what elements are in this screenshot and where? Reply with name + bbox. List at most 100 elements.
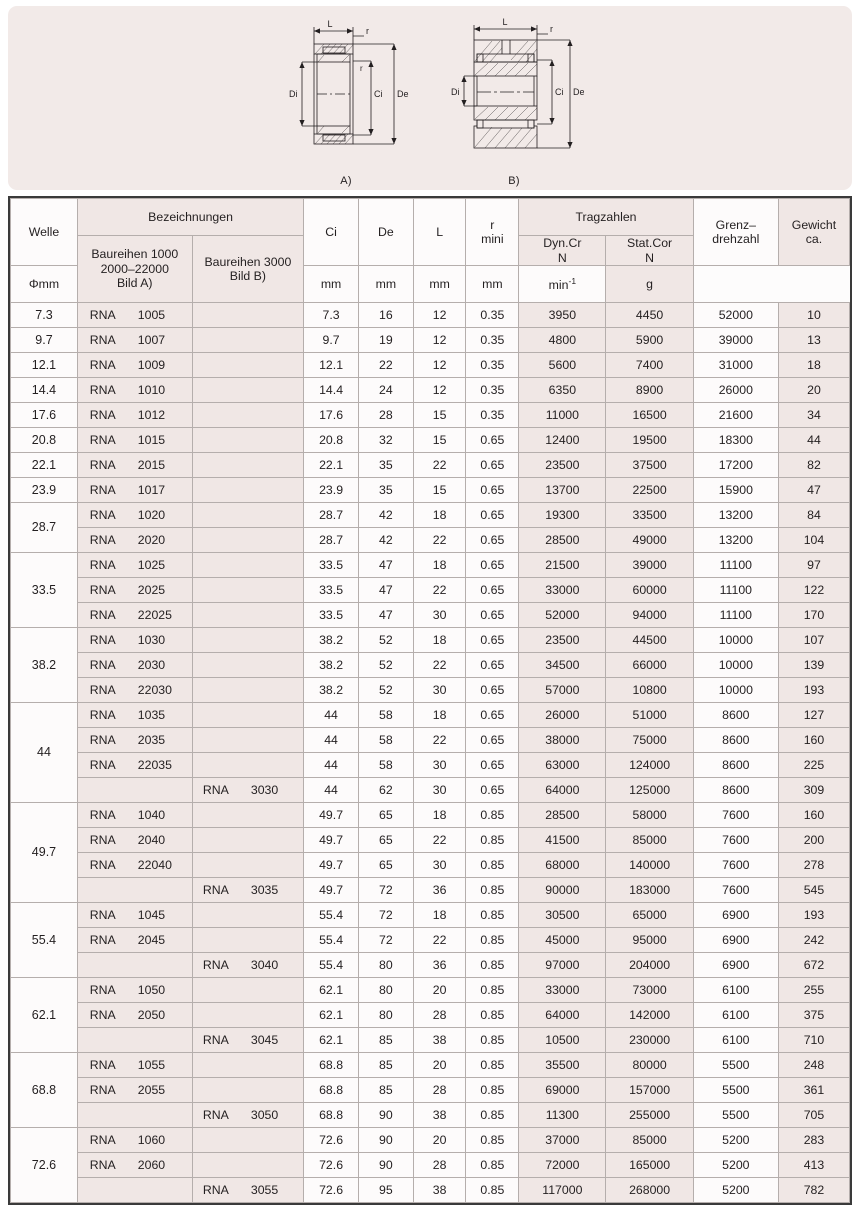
cell-baureihen-a-number: 1040 bbox=[137, 807, 166, 822]
cell-l: 12 bbox=[412, 327, 467, 353]
figure-row: L r r Di Ci De A) bbox=[8, 14, 852, 187]
cell-baureihen-a bbox=[76, 952, 193, 978]
cell-baureihen-b: RNA 3050 bbox=[191, 1102, 305, 1128]
cell-baureihen-b: RNA 3035 bbox=[191, 877, 305, 903]
cell-dyn-cr: 19300 bbox=[518, 502, 607, 528]
cell-dyn-cr: 35500 bbox=[518, 1052, 607, 1078]
cell-stat-cor: 85000 bbox=[605, 1127, 694, 1153]
cell-r: 0.35 bbox=[465, 402, 520, 428]
cell-gewicht: 375 bbox=[777, 1002, 851, 1028]
header-gewicht: Gewicht ca. bbox=[777, 198, 851, 266]
table-row: RNA 3050 68.8 90 38 0.85 11300 255000 5500 705 bbox=[11, 1102, 851, 1128]
cell-baureihen-a: RNA 2045 bbox=[76, 927, 193, 953]
cell-baureihen-b bbox=[191, 652, 305, 678]
cell-de: 95 bbox=[357, 1177, 414, 1203]
cell-gewicht: 44 bbox=[777, 427, 851, 453]
cell-baureihen-a-prefix: RNA bbox=[89, 532, 116, 547]
cell-gewicht: 122 bbox=[777, 577, 851, 603]
header-l-unit: mm bbox=[412, 265, 467, 303]
cell-stat-cor: 157000 bbox=[605, 1077, 694, 1103]
cell-de: 58 bbox=[357, 702, 414, 728]
cell-baureihen-b bbox=[191, 527, 305, 553]
cell-baureihen-a bbox=[76, 1027, 193, 1053]
cell-welle: 22.1 bbox=[10, 452, 78, 478]
cell-baureihen-a: RNA 1020 bbox=[76, 502, 193, 528]
cell-baureihen-a: RNA 1015 bbox=[76, 427, 193, 453]
cell-baureihen-a: RNA 22040 bbox=[76, 852, 193, 878]
cell-l: 20 bbox=[412, 1127, 467, 1153]
cell-r: 0.35 bbox=[465, 302, 520, 328]
cell-de: 65 bbox=[357, 827, 414, 853]
table-header: Welle Bezeichnungen Ci De L r mini Tragz… bbox=[10, 198, 851, 303]
cell-grenzdrehzahl: 8600 bbox=[692, 702, 779, 728]
cell-ci: 38.2 bbox=[303, 627, 359, 653]
cell-grenzdrehzahl: 26000 bbox=[692, 377, 779, 403]
cell-de: 72 bbox=[357, 902, 414, 928]
cell-baureihen-a-number: 2025 bbox=[137, 582, 166, 597]
cell-r: 0.65 bbox=[465, 602, 520, 628]
cell-baureihen-b-number: 3035 bbox=[250, 882, 279, 897]
cell-baureihen-a-prefix: RNA bbox=[89, 982, 116, 997]
cell-baureihen-b bbox=[191, 552, 305, 578]
cell-ci: 49.7 bbox=[303, 827, 359, 853]
cell-ci: 62.1 bbox=[303, 1027, 359, 1053]
cell-r: 0.85 bbox=[465, 1002, 520, 1028]
cell-baureihen-a-number: 2030 bbox=[137, 657, 166, 672]
cell-baureihen-a-number: 2035 bbox=[137, 732, 166, 747]
cell-baureihen-b bbox=[191, 727, 305, 753]
cell-gewicht: 225 bbox=[777, 752, 851, 778]
cell-grenzdrehzahl: 13200 bbox=[692, 502, 779, 528]
cell-gewicht: 710 bbox=[777, 1027, 851, 1053]
header-grenz-unit-exp: -1 bbox=[568, 275, 577, 286]
cell-baureihen-a-prefix: RNA bbox=[89, 307, 116, 322]
cell-grenzdrehzahl: 11100 bbox=[692, 552, 779, 578]
cell-l: 30 bbox=[412, 852, 467, 878]
header-ci: Ci bbox=[303, 198, 359, 266]
cell-stat-cor: 19500 bbox=[605, 427, 694, 453]
cell-dyn-cr: 34500 bbox=[518, 652, 607, 678]
cell-ci: 62.1 bbox=[303, 977, 359, 1003]
figure-b-label-De: De bbox=[573, 87, 584, 97]
cell-baureihen-a: RNA 1060 bbox=[76, 1127, 193, 1153]
cell-baureihen-a-number: 1030 bbox=[137, 632, 166, 647]
cell-baureihen-a-number: 1012 bbox=[137, 407, 166, 422]
cell-baureihen-b bbox=[191, 477, 305, 503]
cell-baureihen-b bbox=[191, 327, 305, 353]
cell-baureihen-b bbox=[191, 1002, 305, 1028]
cell-de: 47 bbox=[357, 577, 414, 603]
cell-baureihen-a bbox=[76, 1177, 193, 1203]
header-gewicht-line1: Gewicht bbox=[791, 217, 837, 232]
cell-baureihen-b-prefix: RNA bbox=[202, 882, 229, 897]
cell-r: 0.85 bbox=[465, 877, 520, 903]
cell-l: 28 bbox=[412, 1152, 467, 1178]
cell-ci: 33.5 bbox=[303, 552, 359, 578]
cell-stat-cor: 58000 bbox=[605, 802, 694, 828]
cell-gewicht: 413 bbox=[777, 1152, 851, 1178]
cell-dyn-cr: 3950 bbox=[518, 302, 607, 328]
cell-ci: 72.6 bbox=[303, 1152, 359, 1178]
cell-dyn-cr: 64000 bbox=[518, 777, 607, 803]
cell-baureihen-b bbox=[191, 1077, 305, 1103]
cell-baureihen-a-prefix: RNA bbox=[89, 807, 116, 822]
header-grenzdrehzahl: Grenz– drehzahl bbox=[692, 198, 779, 266]
cell-stat-cor: 165000 bbox=[605, 1152, 694, 1178]
cell-dyn-cr: 68000 bbox=[518, 852, 607, 878]
cell-de: 52 bbox=[357, 677, 414, 703]
cell-dyn-cr: 26000 bbox=[518, 702, 607, 728]
cell-baureihen-a: RNA 2035 bbox=[76, 727, 193, 753]
cell-welle: 12.1 bbox=[10, 352, 78, 378]
cell-r: 0.85 bbox=[465, 852, 520, 878]
header-de: De bbox=[357, 198, 414, 266]
cell-welle: 33.5 bbox=[10, 552, 78, 628]
header-stat-line1: Stat.Cor bbox=[627, 236, 673, 250]
table-row: 33.5 RNA 1025 33.5 47 18 0.65 21500 39000 11100 97 bbox=[10, 552, 851, 628]
cell-stat-cor: 33500 bbox=[605, 502, 694, 528]
cell-baureihen-a: RNA 1040 bbox=[76, 802, 193, 828]
cell-l: 18 bbox=[412, 802, 467, 828]
cell-stat-cor: 51000 bbox=[605, 702, 694, 728]
figure-a: L r r Di Ci De A) bbox=[276, 14, 416, 187]
cell-welle: 14.4 bbox=[10, 377, 78, 403]
cell-l: 20 bbox=[412, 977, 467, 1003]
cell-de: 72 bbox=[357, 927, 414, 953]
cell-ci: 68.8 bbox=[303, 1052, 359, 1078]
